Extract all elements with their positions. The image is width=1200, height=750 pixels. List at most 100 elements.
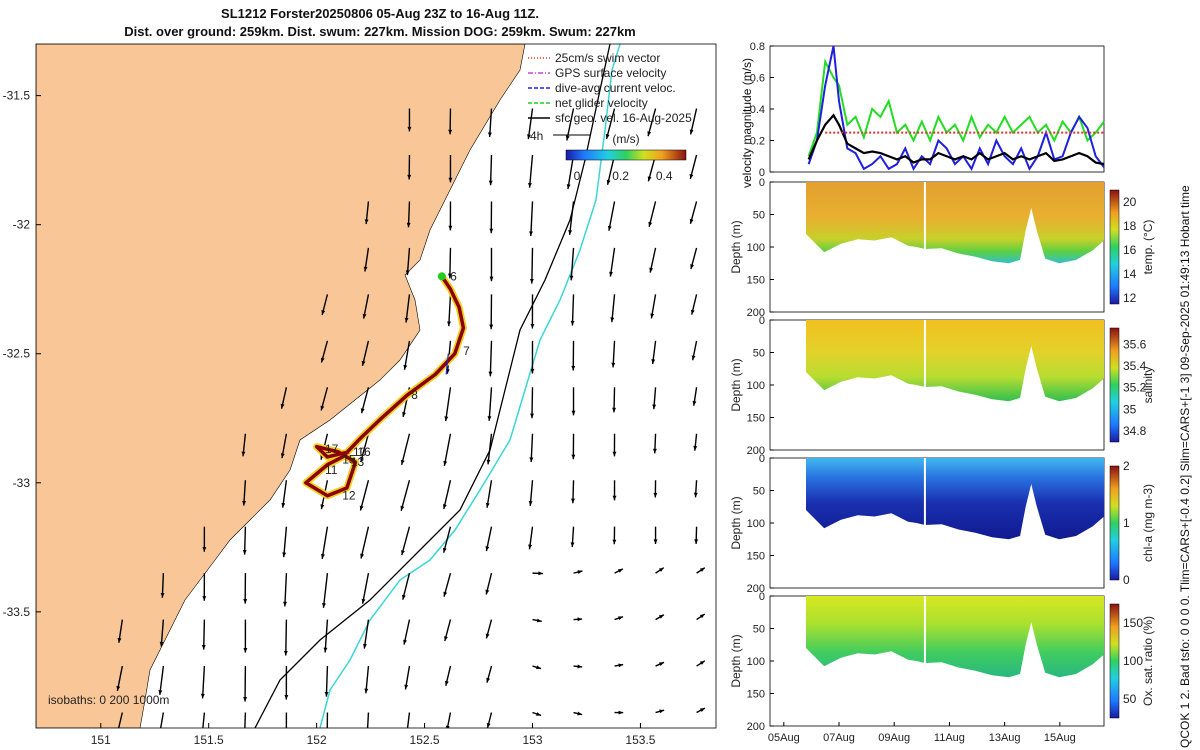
velocity-panel[interactable]: 0 0.2 0.4 0.6 0.8: [750, 41, 1105, 179]
section-colorbar: [1109, 189, 1120, 305]
geo-velocity-arrowhead: [362, 313, 367, 319]
waypoint-label: 17: [325, 442, 339, 456]
geo-velocity-arrowhead: [699, 614, 705, 619]
velocity-series-line: [807, 45, 1105, 171]
velocity-y-tick-label: 0.4: [750, 104, 765, 116]
geo-velocity-arrowhead: [647, 176, 652, 182]
geo-velocity-arrowhead: [568, 230, 573, 235]
section-colorbar-tick: 100: [1123, 654, 1143, 668]
geo-velocity-arrowhead: [448, 129, 453, 135]
map-y-tick-label: -33.5: [3, 605, 31, 619]
section-y-tick-label: 150: [747, 275, 765, 287]
section-y-tick-label: 0: [759, 315, 765, 327]
map-frame: [35, 43, 717, 729]
geo-velocity-arrowhead: [690, 264, 694, 270]
isobath-label: isobaths: 0 200 1000m: [48, 693, 169, 707]
geo-velocity-arrow: [488, 108, 493, 138]
geo-velocity-arrowhead: [282, 552, 287, 558]
section-colorbar-tick: 35.4: [1123, 359, 1147, 373]
section-colorbar-tick: 16: [1123, 243, 1137, 257]
geo-velocity-arrow: [531, 387, 534, 419]
velocity-y-tick-label: 0.6: [750, 73, 765, 85]
speed-colorbar: [565, 149, 687, 161]
geo-velocity-arrowhead: [444, 636, 448, 642]
chart-title-line2: Dist. over ground: 259km. Dist. swum: 22…: [124, 24, 636, 39]
geo-velocity-arrowhead: [360, 553, 364, 559]
geo-velocity-arrowhead: [406, 222, 411, 228]
geo-velocity-arrowhead: [618, 616, 624, 620]
geo-velocity-arrowhead: [609, 271, 613, 277]
geo-velocity-arrow: [403, 340, 411, 370]
geo-velocity-arrowhead: [486, 722, 491, 728]
date-tick-label: 07Aug: [823, 732, 855, 744]
geo-velocity-arrowhead: [689, 174, 694, 179]
velocity-series-line: [807, 113, 1105, 166]
date-tick-label: 13Aug: [989, 732, 1021, 744]
section-y-tick-label: 50: [753, 210, 765, 222]
geo-velocity-arrow: [531, 247, 534, 284]
geo-velocity-arrowhead: [242, 500, 247, 506]
map-x-tick-label: 152: [307, 733, 327, 747]
velocity-series: [807, 45, 1105, 171]
waypoint-label: 16: [357, 445, 371, 459]
section-field: [806, 182, 1104, 264]
geo-velocity-arrowhead: [363, 266, 368, 272]
oxygen-section[interactable]: 0 50 100 150 200 Depth (m) 150 100 50 Ox. sat. ra…: [729, 591, 1155, 733]
section-colorbar-tick: 150: [1123, 616, 1143, 630]
geo-velocity-arrow: [609, 247, 616, 277]
geo-velocity-arrowhead: [157, 738, 161, 743]
map-x-tick-label: 153: [522, 733, 542, 747]
geo-velocity-arrowhead: [115, 734, 119, 739]
geo-velocity-arrowhead: [527, 134, 531, 140]
date-tick-label: 05Aug: [768, 732, 800, 744]
section-colorbar-label: temp. (°C): [1141, 220, 1155, 275]
velocity-axes: [769, 45, 1105, 173]
geo-velocity-arrow: [405, 294, 411, 323]
section-colorbar-tick: 35.6: [1123, 337, 1147, 351]
geo-velocity-arrowhead: [691, 355, 696, 361]
geo-velocity-arrowhead: [612, 495, 617, 501]
geo-velocity-arrow: [605, 108, 616, 140]
section-ylabel: Depth (m): [729, 634, 743, 687]
section-y-tick-label: 200: [747, 445, 765, 457]
geo-velocity-arrow: [202, 712, 206, 728]
velocity-y-tick-label: 0: [759, 167, 765, 179]
geo-velocity-arrowhead: [158, 690, 163, 695]
geo-velocity-arrowhead: [444, 680, 449, 686]
velocity-y-ticks: 0 0.2 0.4 0.6 0.8: [750, 41, 774, 179]
map-y-ticks: -31.5 -32 -32.5 -33 -33.5: [3, 89, 41, 619]
geo-velocity-arrow: [360, 433, 370, 462]
waypoint-label: 11: [325, 463, 338, 477]
waypoint-label: 8: [411, 388, 418, 402]
salinity-section[interactable]: 0 50 100 150 200 Depth (m) 35.6 35.4 35.2 35 34.8 s…: [729, 315, 1155, 457]
chla-section[interactable]: 0 50 100 150 200 Depth (m) 2 1 0 chl-a (mg m-3): [729, 453, 1155, 595]
map-x-tick-label: 152.5: [410, 733, 440, 747]
geo-velocity-arrowhead: [280, 403, 285, 409]
colorbar-tick-label: 0: [574, 169, 581, 183]
waypoint-label: 12: [342, 489, 356, 503]
geo-velocity-arrowhead: [403, 364, 408, 370]
geo-velocity-arrowhead: [242, 742, 246, 747]
geo-velocity-arrow: [324, 619, 329, 653]
geo-velocity-arrowhead: [283, 601, 287, 607]
velocity-y-tick-label: 0.8: [750, 41, 765, 53]
geo-velocity-arrowhead: [653, 539, 658, 544]
geo-velocity-arrow: [400, 433, 411, 465]
geo-velocity-arrow: [363, 619, 370, 649]
geo-velocity-arrowhead: [443, 591, 448, 597]
geo-velocity-arrow: [366, 712, 370, 728]
geo-velocity-arrowhead: [529, 457, 534, 463]
geo-velocity-arrow: [284, 573, 288, 607]
section-colorbar: [1109, 465, 1120, 581]
temperature-section[interactable]: 0 50 100 150 200 Depth (m) 20 18 16 14 12 temp. (°C…: [729, 177, 1155, 319]
map-y-tick-label: -32: [13, 218, 31, 232]
section-y-tick-label: 200: [747, 307, 765, 319]
waypoint-label: 15: [342, 453, 356, 467]
waypoint-label: 10: [353, 445, 367, 459]
section-colorbar: [1109, 603, 1120, 719]
geo-velocity-arrowhead: [363, 643, 367, 649]
geo-velocity-arrow: [283, 526, 288, 558]
geo-velocity-arrow: [487, 433, 493, 465]
